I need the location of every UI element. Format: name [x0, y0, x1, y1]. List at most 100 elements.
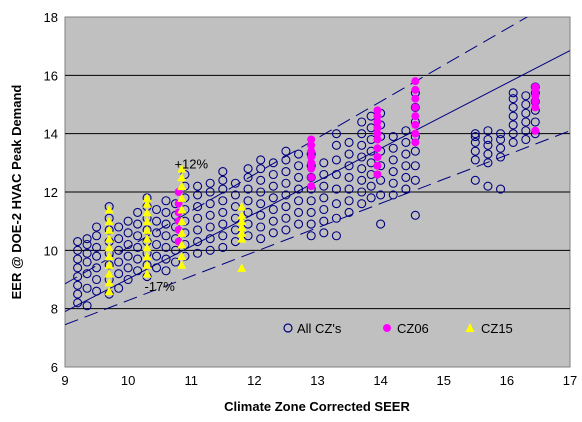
point-all-cz-s [114, 269, 124, 279]
point-all-cz-s [218, 207, 228, 217]
point-all-cz-s [92, 263, 102, 273]
point-all-cz-s [401, 137, 411, 147]
point-cz06 [373, 153, 382, 161]
point-all-cz-s [123, 228, 133, 238]
point-cz06 [373, 112, 382, 121]
point-all-cz-s [243, 164, 253, 174]
point-cz06 [411, 94, 420, 103]
point-all-cz-s [388, 178, 398, 188]
point-all-cz-s [205, 210, 215, 220]
point-cz15 [142, 269, 152, 278]
legend-label-cz06: CZ06 [397, 321, 429, 336]
point-cz15 [142, 207, 152, 217]
point-all-cz-s [357, 187, 367, 197]
legend-label-cz15: CZ15 [481, 321, 513, 336]
point-cz15 [177, 240, 187, 249]
point-cz15 [104, 242, 114, 252]
point-cz06 [531, 91, 540, 100]
point-all-cz-s [73, 280, 83, 290]
point-cz15 [237, 210, 247, 220]
point-cz06 [411, 129, 420, 138]
point-all-cz-s [331, 231, 341, 241]
point-all-cz-s [230, 190, 240, 200]
point-all-cz-s [319, 158, 329, 168]
point-cz15 [177, 193, 187, 202]
point-all-cz-s [470, 137, 480, 147]
point-all-cz-s [73, 263, 83, 273]
point-all-cz-s [133, 254, 143, 264]
point-cz15 [104, 269, 114, 278]
point-all-cz-s [281, 167, 291, 177]
legend-label-all-czs: All CZ's [297, 321, 342, 336]
point-all-cz-s [82, 248, 92, 258]
point-all-cz-s [319, 204, 329, 215]
point-all-cz-s [268, 158, 278, 168]
point-cz06 [307, 147, 316, 156]
point-all-cz-s [256, 210, 266, 220]
point-all-cz-s [281, 225, 291, 235]
point-all-cz-s [161, 254, 171, 264]
point-cz15 [177, 228, 187, 237]
point-all-cz-s [483, 134, 493, 145]
point-cz06 [307, 164, 316, 173]
y-tick-label: 8 [51, 302, 58, 317]
point-cz06 [373, 135, 382, 144]
point-all-cz-s [205, 222, 215, 232]
point-all-cz-s [410, 146, 420, 156]
point-all-cz-s [331, 184, 341, 194]
point-all-cz-s [92, 231, 102, 241]
point-all-cz-s [496, 129, 506, 139]
annotation-label: +12% [174, 157, 208, 172]
annotation-label: -17% [145, 279, 176, 294]
point-cz15 [104, 225, 114, 234]
point-all-cz-s [218, 184, 228, 194]
point-all-cz-s [114, 234, 124, 244]
y-tick-label: 12 [44, 185, 58, 200]
point-all-cz-s [319, 169, 329, 180]
point-all-cz-s [256, 164, 266, 174]
point-cz06 [373, 118, 382, 126]
point-all-cz-s [256, 187, 266, 197]
point-all-cz-s [256, 175, 266, 185]
point-all-cz-s [344, 196, 354, 206]
point-cz15 [104, 234, 114, 243]
point-all-cz-s [218, 175, 228, 185]
point-all-cz-s [92, 251, 102, 261]
point-all-cz-s [205, 178, 215, 188]
point-cz15 [177, 216, 187, 226]
point-all-cz-s [496, 152, 506, 162]
point-all-cz-s [151, 228, 162, 238]
point-cz15 [104, 286, 114, 296]
point-all-cz-s [82, 234, 92, 244]
point-cz15 [237, 202, 247, 211]
point-cz06 [373, 144, 382, 153]
point-all-cz-s [496, 134, 506, 145]
point-cz06 [307, 158, 316, 167]
point-all-cz-s [193, 202, 203, 212]
point-all-cz-s [344, 172, 354, 182]
point-all-cz-s [268, 216, 278, 226]
point-all-cz-s [357, 199, 367, 209]
legend-marker-all-czs [283, 323, 293, 333]
point-all-cz-s [151, 216, 162, 226]
point-all-cz-s [410, 175, 420, 185]
point-all-cz-s [388, 132, 398, 142]
point-all-cz-s [268, 204, 278, 215]
point-all-cz-s [268, 169, 278, 180]
point-all-cz-s [73, 237, 83, 247]
point-cz15 [142, 193, 152, 202]
point-all-cz-s [483, 149, 493, 159]
point-all-cz-s [294, 172, 304, 182]
point-all-cz-s [306, 219, 316, 229]
point-all-cz-s [193, 237, 203, 247]
point-all-cz-s [256, 222, 266, 232]
point-all-cz-s [294, 149, 304, 159]
y-tick-label: 10 [44, 243, 58, 258]
point-all-cz-s [388, 155, 398, 165]
point-cz15 [104, 251, 114, 261]
legend-marker-cz06 [383, 324, 391, 332]
y-tick-label: 6 [51, 360, 58, 375]
x-tick-label: 10 [121, 373, 135, 388]
point-cz15 [237, 216, 247, 226]
